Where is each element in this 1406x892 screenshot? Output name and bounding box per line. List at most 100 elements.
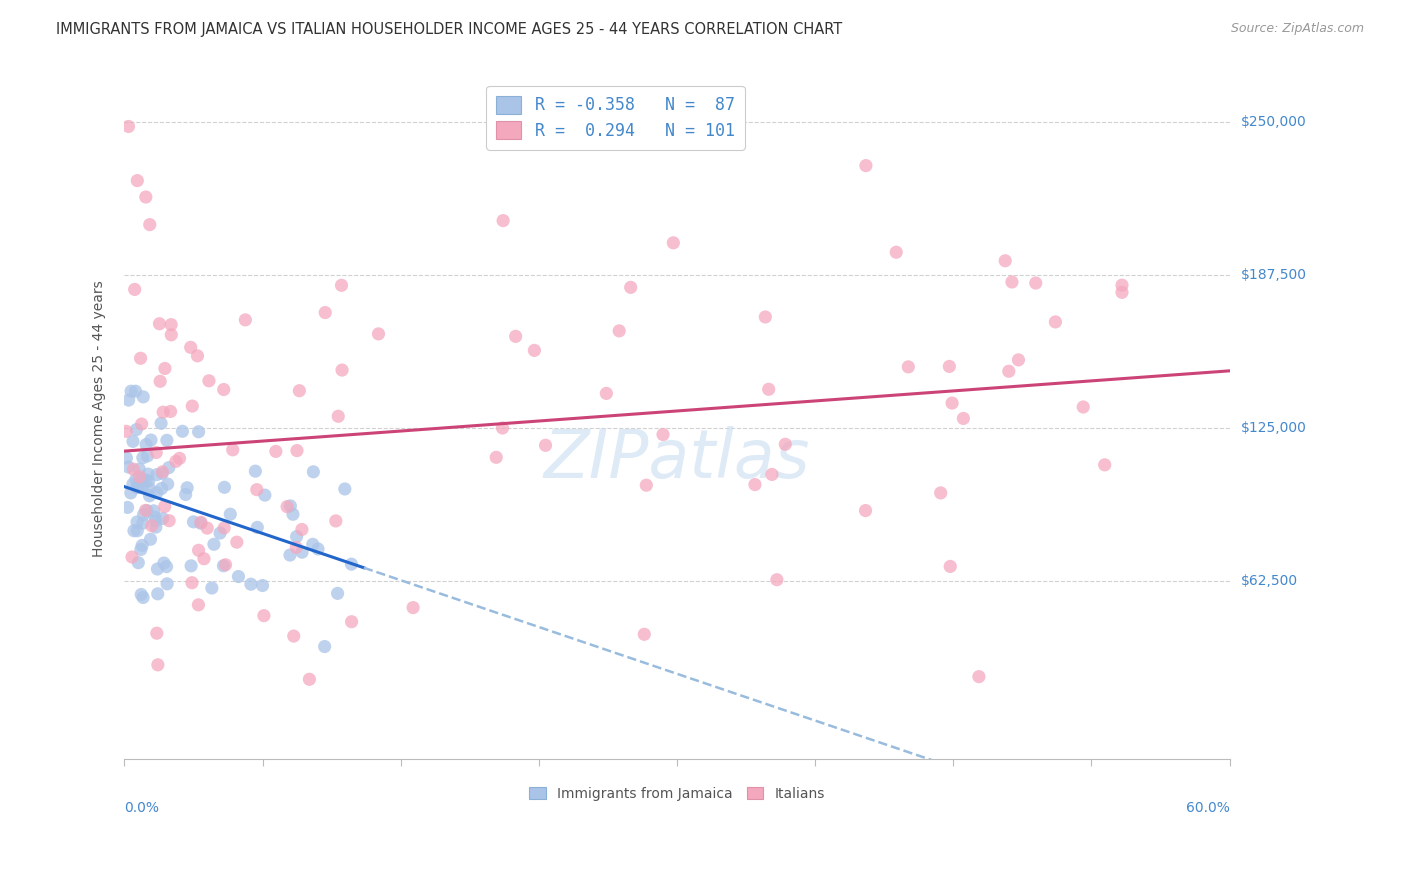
Point [143, 510, 166, 524]
Point [117, 500, 139, 515]
Point [636, 478, 658, 492]
Point [193, 551, 215, 566]
Point [117, 393, 139, 408]
Point [766, 573, 789, 587]
Point [136, 449, 159, 463]
Point [754, 310, 776, 324]
Point [485, 450, 508, 465]
Point [291, 545, 314, 559]
Point [190, 516, 212, 531]
Point [330, 363, 353, 377]
Point [219, 507, 242, 521]
Point [775, 437, 797, 451]
Point [136, 467, 159, 481]
Point [214, 558, 236, 572]
Point [128, 470, 150, 484]
Point [233, 313, 256, 327]
Point [155, 559, 177, 574]
Point [633, 627, 655, 641]
Point [153, 500, 176, 514]
Point [153, 361, 176, 376]
Point [127, 556, 149, 570]
Point [135, 473, 157, 487]
Point [136, 503, 159, 517]
Point [939, 559, 962, 574]
Point [160, 327, 183, 342]
Point [281, 508, 304, 522]
Point [662, 235, 685, 250]
Point [278, 548, 301, 562]
Point [117, 460, 139, 475]
Point [146, 562, 169, 576]
Point [142, 504, 165, 518]
Point [121, 549, 143, 564]
Point [150, 467, 173, 481]
Point [314, 305, 336, 319]
Point [491, 421, 513, 435]
Point [330, 278, 353, 293]
Point [145, 445, 167, 459]
Point [340, 557, 363, 571]
Point [125, 472, 148, 486]
Point [620, 280, 643, 294]
Point [595, 386, 617, 401]
Point [138, 474, 160, 488]
Point [855, 503, 877, 517]
Point [402, 600, 425, 615]
Point [264, 444, 287, 458]
Point [283, 629, 305, 643]
Point [195, 521, 218, 535]
Point [276, 500, 298, 514]
Point [239, 577, 262, 591]
Point [1045, 315, 1067, 329]
Point [855, 159, 877, 173]
Point [176, 481, 198, 495]
Point [169, 451, 191, 466]
Point [122, 524, 145, 538]
Point [288, 384, 311, 398]
Point [132, 516, 155, 531]
Point [367, 326, 389, 341]
Point [139, 533, 162, 547]
Point [1111, 285, 1133, 300]
Point [186, 349, 208, 363]
Point [187, 598, 209, 612]
Point [492, 213, 515, 227]
Point [145, 514, 167, 528]
Point [245, 464, 267, 478]
Point [150, 417, 173, 431]
Point [212, 521, 235, 535]
Point [152, 405, 174, 419]
Point [201, 581, 224, 595]
Point [146, 626, 169, 640]
Point [652, 427, 675, 442]
Point [117, 120, 139, 134]
Point [125, 515, 148, 529]
Text: $187,500: $187,500 [1240, 268, 1306, 282]
Point [301, 537, 323, 551]
Point [897, 359, 920, 374]
Point [1007, 352, 1029, 367]
Point [326, 586, 349, 600]
Point [124, 384, 146, 399]
Point [132, 508, 155, 522]
Point [222, 442, 245, 457]
Point [758, 382, 780, 396]
Point [183, 515, 205, 529]
Point [298, 673, 321, 687]
Point [128, 462, 150, 476]
Text: 60.0%: 60.0% [1185, 800, 1229, 814]
Point [159, 404, 181, 418]
Point [328, 409, 350, 424]
Point [134, 503, 156, 517]
Point [246, 483, 269, 497]
Point [938, 359, 960, 374]
Point [187, 543, 209, 558]
Point [761, 467, 783, 482]
Point [127, 173, 149, 187]
Text: $125,000: $125,000 [1240, 421, 1306, 435]
Point [285, 541, 308, 555]
Point [325, 514, 347, 528]
Y-axis label: Householder Income Ages 25 - 44 years: Householder Income Ages 25 - 44 years [93, 280, 107, 557]
Point [132, 390, 155, 404]
